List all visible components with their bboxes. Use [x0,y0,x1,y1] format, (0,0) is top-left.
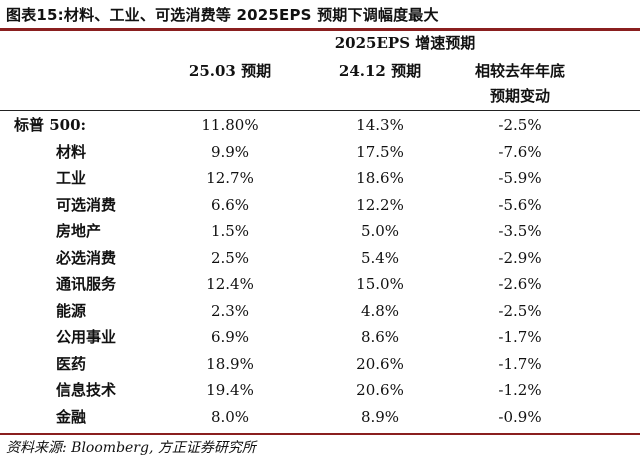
row-label: 必选消费 [56,248,117,267]
cell-2412: 17.5% [356,142,404,161]
col-header-2412: 24.12 预期 [338,62,422,80]
cell-change: -0.9% [498,407,542,426]
row-label: 标普 500: [14,116,87,134]
cell-2412: 5.0% [360,222,400,240]
row-label: 医药 [56,354,87,373]
cell-2412: 8.9% [360,407,400,426]
cell-2412: 15.0% [356,275,404,293]
row-label: 信息技术 [56,381,117,399]
top-rule [0,28,640,31]
row-label: 能源 [56,301,87,320]
cell-2412: 8.6% [360,328,400,346]
cell-change: -3.5% [498,222,542,240]
cell-2412: 20.6% [356,354,404,373]
source-note: 资料来源: Bloomberg, 方正证券研究所 [6,440,256,456]
col-header-change-line1: 相较去年年底 [474,62,565,80]
cell-2503: 2.3% [210,301,250,320]
cell-change: -5.6% [498,195,542,214]
cell-change: -2.5% [498,301,542,320]
cell-2503: 1.5% [210,222,250,240]
cell-2503: 12.4% [206,275,254,293]
cell-2412: 12.2% [356,195,404,214]
figure-title: 图表15:材料、工业、可选消费等 2025EPS 预期下调幅度最大 [6,6,439,24]
row-label: 公用事业 [56,328,117,346]
group-header: 2025EPS 增速预期 [334,34,476,52]
cell-2412: 4.8% [360,301,400,320]
cell-2412: 14.3% [356,116,404,134]
cell-change: -1.2% [498,381,542,399]
header-separator [0,110,640,111]
cell-2503: 8.0% [210,407,250,426]
cell-change: -1.7% [498,328,542,346]
cell-change: -1.7% [498,354,542,373]
cell-2412: 18.6% [356,169,404,187]
row-label: 金融 [56,407,87,426]
row-label: 房地产 [56,222,102,240]
cell-2503: 11.80% [201,116,259,134]
cell-2503: 2.5% [210,248,250,267]
cell-2503: 12.7% [206,169,254,187]
row-label: 可选消费 [56,195,117,214]
cell-change: -5.9% [498,169,542,187]
row-label: 材料 [56,142,87,161]
col-header-change-line2: 预期变动 [489,87,550,105]
cell-change: -7.6% [498,142,542,161]
row-label: 工业 [56,169,87,187]
cell-2503: 19.4% [206,381,254,399]
cell-change: -2.9% [498,248,542,267]
cell-2503: 9.9% [210,142,250,161]
cell-2412: 20.6% [356,381,404,399]
col-header-2503: 25.03 预期 [188,62,272,80]
bottom-rule [0,433,640,435]
row-label: 通讯服务 [56,275,117,293]
cell-2503: 6.9% [210,328,250,346]
cell-2412: 5.4% [360,248,400,267]
cell-2503: 18.9% [206,354,254,373]
cell-change: -2.5% [498,116,542,134]
cell-change: -2.6% [498,275,542,293]
cell-2503: 6.6% [210,195,250,214]
